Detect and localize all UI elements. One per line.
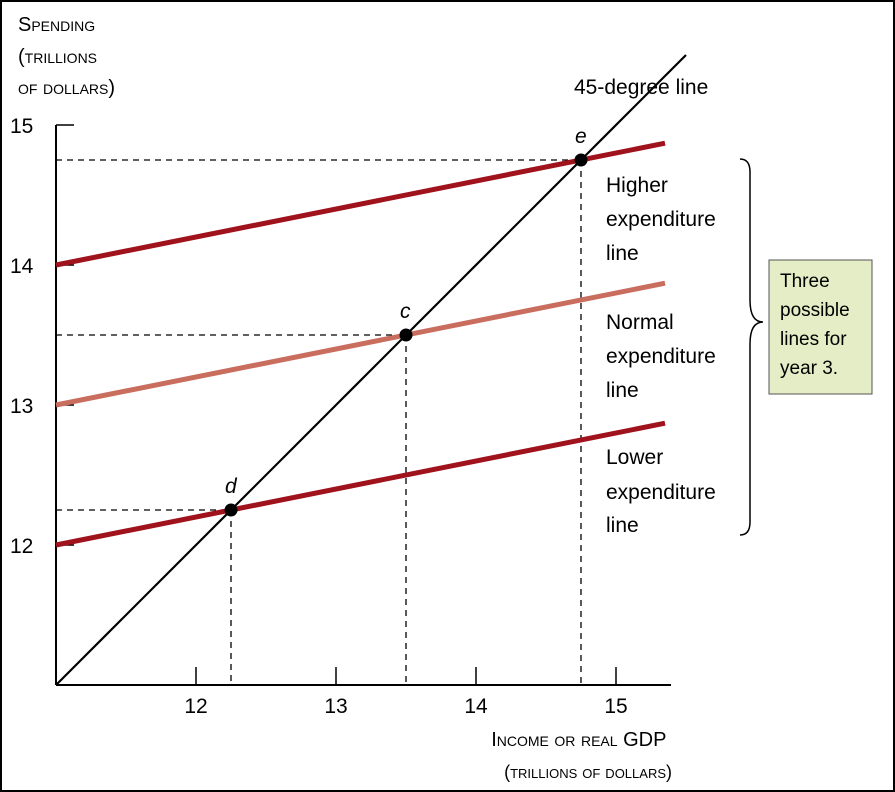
dashed-guides: [56, 159, 582, 685]
callout-text: Three possible lines for year 3.: [780, 271, 855, 379]
callout-line-2: possible: [780, 300, 850, 321]
series-lines: [55, 54, 687, 686]
x-tick-label-15: 15: [604, 695, 627, 718]
y-tick-label-15: 15: [10, 115, 33, 138]
forty-five-degree-label: 45-degree line: [574, 76, 708, 99]
series-normal-expenditure-line: [55, 280, 666, 408]
normal-line-label: Normal expenditure line: [606, 311, 722, 402]
y-axis-title-line-2: (trillions: [18, 46, 97, 68]
point-label-d: d: [225, 475, 238, 498]
normal-label-line-2: expenditure: [606, 345, 716, 368]
y-tick-label-12: 12: [10, 535, 33, 558]
point-label-e: e: [575, 125, 587, 148]
y-axis-title-line-1: Spending: [18, 14, 95, 36]
point-c: [399, 328, 413, 342]
higher-label-line-2: expenditure: [606, 208, 716, 231]
x-axis-title: Income or real GDP (trillions of dollars…: [491, 729, 672, 782]
higher-label-line-1: Higher: [606, 174, 668, 197]
x-axis-title-line-2: (trillions of dollars): [504, 762, 672, 782]
point-label-c: c: [400, 300, 411, 323]
callout-line-4: year 3.: [780, 358, 838, 379]
lower-label-line-1: Lower: [606, 446, 663, 469]
grouping-brace: [739, 158, 764, 536]
point-d: [224, 503, 238, 517]
callout-box: [768, 259, 873, 395]
x-tick-label-13: 13: [324, 695, 347, 718]
series-higher-expenditure-line: [55, 140, 666, 268]
y-axis-title-line-3: of dollars): [18, 77, 115, 99]
x-tick-label-14: 14: [464, 695, 488, 718]
normal-label-line-1: Normal: [606, 311, 674, 334]
higher-line-label: Higher expenditure line: [606, 174, 722, 265]
callout-line-3: lines for: [780, 329, 847, 350]
lower-label-line-2: expenditure: [606, 481, 716, 504]
y-axis-title: Spending (trillions of dollars): [18, 14, 115, 99]
callout-line-1: Three: [780, 271, 830, 292]
x-tick-label-12: 12: [184, 695, 207, 718]
equilibrium-points: e c d: [224, 125, 588, 517]
x-axis-title-line-1: Income or real GDP: [491, 729, 666, 751]
y-tick-label-13: 13: [10, 395, 33, 418]
y-tick-label-14: 14: [10, 255, 34, 278]
lower-line-label: Lower expenditure line: [606, 446, 722, 537]
series-lower-expenditure-line: [55, 420, 666, 548]
higher-label-line-3: line: [606, 242, 639, 265]
series-45-degree-line: [55, 54, 687, 686]
normal-label-line-3: line: [606, 379, 639, 402]
point-e: [574, 153, 588, 167]
lower-label-line-3: line: [606, 514, 639, 537]
